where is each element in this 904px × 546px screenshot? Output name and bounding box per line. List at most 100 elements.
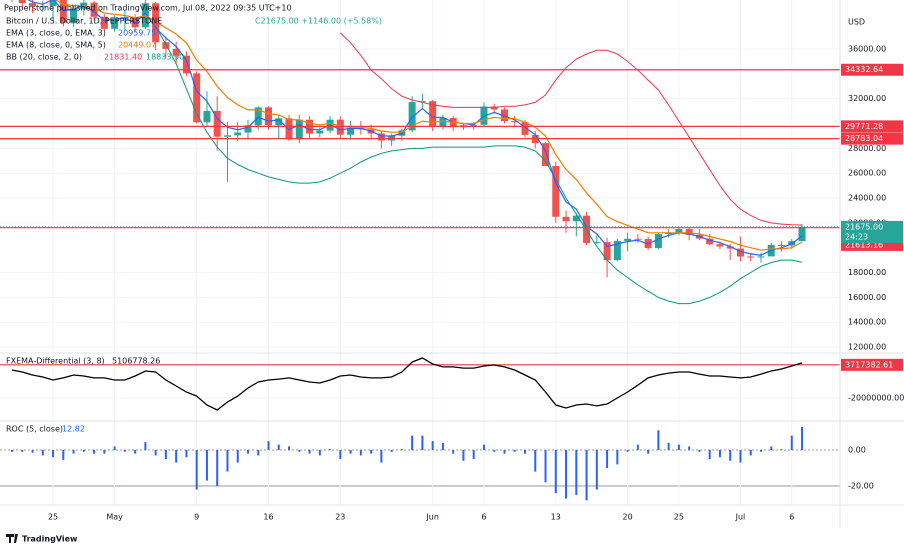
candle-body	[254, 107, 262, 126]
roc-bar	[421, 435, 424, 451]
roc-bar	[154, 450, 157, 456]
level-label: 21613.16	[845, 240, 883, 249]
roc-bar	[698, 450, 701, 452]
roc-bar	[318, 450, 321, 456]
pane-title: ROC (5, close)	[6, 425, 63, 434]
roc-bar	[657, 430, 660, 451]
roc-bar	[113, 446, 116, 451]
roc-bar	[246, 450, 249, 454]
candle-body	[706, 238, 714, 245]
level-label-bg	[841, 132, 903, 145]
legend-value: 21831.40	[104, 53, 142, 62]
roc-bar	[308, 450, 311, 454]
roc-bar	[205, 450, 208, 481]
roc-bar	[93, 450, 96, 454]
roc-bar	[513, 450, 516, 452]
roc-bar	[370, 450, 373, 454]
roc-bar	[277, 444, 280, 451]
roc-bar	[482, 444, 485, 451]
roc-bar	[41, 450, 44, 456]
x-tick-label: May	[106, 513, 123, 522]
roc-bar	[267, 441, 270, 451]
candle-body	[716, 244, 724, 247]
candle-body	[172, 48, 180, 56]
publisher-header: Pepperstone published on TradingView.com…	[4, 4, 292, 13]
x-tick-label: Jun	[425, 513, 439, 522]
bb-upper-line	[339, 32, 803, 226]
roc-bar	[688, 446, 691, 451]
candle-body	[429, 101, 437, 127]
legend-name: BB (20, close, 2, 0)	[6, 53, 82, 62]
candle-body	[152, 3, 160, 43]
candle-body	[275, 118, 283, 126]
candle-body	[511, 121, 519, 123]
legend-name: EMA (8, close, 0, SMA, 5)	[6, 41, 106, 50]
last-price-label: 21675.00	[845, 222, 883, 231]
x-tick-label: 9	[194, 513, 199, 522]
brand: TradingView	[22, 535, 78, 544]
roc-bar	[236, 450, 239, 463]
roc-bar	[21, 450, 24, 452]
last-price-bg	[841, 220, 903, 243]
roc-bar	[636, 444, 639, 451]
candle-body	[182, 55, 190, 74]
roc-bar	[380, 450, 383, 463]
candle-body	[418, 101, 426, 103]
roc-bar	[524, 450, 526, 454]
candle-body	[736, 248, 744, 257]
legend-name: EMA (3, close, 0, EMA, 3)	[6, 29, 106, 38]
level-label: 3717382.61	[845, 360, 893, 369]
candle-body	[377, 133, 385, 141]
candle-body	[213, 110, 221, 137]
roc-bar	[759, 450, 762, 452]
roc-bar	[575, 450, 578, 495]
legend-value: 5106778.26	[112, 357, 160, 366]
candle-body	[613, 240, 621, 261]
y-tick-label: 12000.00	[848, 343, 886, 352]
candle-body	[162, 42, 170, 49]
candle-body	[490, 106, 498, 110]
level-label: 28783.04	[845, 134, 883, 143]
candle-body	[624, 238, 632, 241]
y-tick-label: 18000.00	[848, 268, 886, 277]
roc-bar	[565, 450, 568, 499]
bb-lower-line	[155, 26, 803, 305]
x-tick-label: 23	[335, 513, 345, 522]
roc-bar	[554, 450, 557, 494]
level-label-bg	[841, 358, 903, 371]
roc-bar	[595, 450, 598, 490]
roc-bar	[790, 435, 793, 451]
x-tick-label: 16	[263, 513, 273, 522]
chart-title: Bitcoin / U.S. Dollar, 1D, PEPPERSTONE	[6, 17, 162, 26]
candle-body	[562, 216, 570, 222]
x-tick-label: Jul	[735, 513, 746, 522]
roc-bar	[62, 450, 65, 460]
roc-bar	[339, 450, 342, 460]
candle-body	[336, 119, 344, 135]
roc-bar	[503, 450, 506, 454]
indicator-panes	[0, 357, 840, 501]
candle-body	[316, 130, 324, 134]
legend-value: 20449.07	[118, 41, 156, 50]
candle-body	[408, 102, 416, 131]
bar-timer: 24:23	[845, 232, 868, 241]
roc-bar	[708, 450, 711, 460]
candle-body	[634, 238, 642, 240]
oscillator-line	[11, 357, 803, 411]
candle-body	[234, 132, 242, 136]
roc-bar	[216, 450, 219, 486]
candle-body	[90, 2, 98, 17]
candle-body	[439, 117, 447, 127]
y-tick-label: 26000.00	[848, 169, 886, 178]
pane-title: FXEMA-Differential (3, 8)	[6, 357, 105, 366]
level-label: 29771.28	[845, 122, 883, 131]
roc-bar	[164, 450, 167, 460]
y-tick-label: 16000.00	[848, 293, 886, 302]
candle-body	[70, 8, 78, 23]
y-tick-label: 32000.00	[848, 94, 886, 103]
roc-bar	[493, 450, 496, 452]
roc-bar	[647, 450, 650, 454]
roc-bar	[606, 450, 609, 468]
roc-bar	[585, 450, 588, 501]
label-layer: 36000.00 32000.00 28000.00 26000.00 24000.00…	[6, 17, 904, 522]
